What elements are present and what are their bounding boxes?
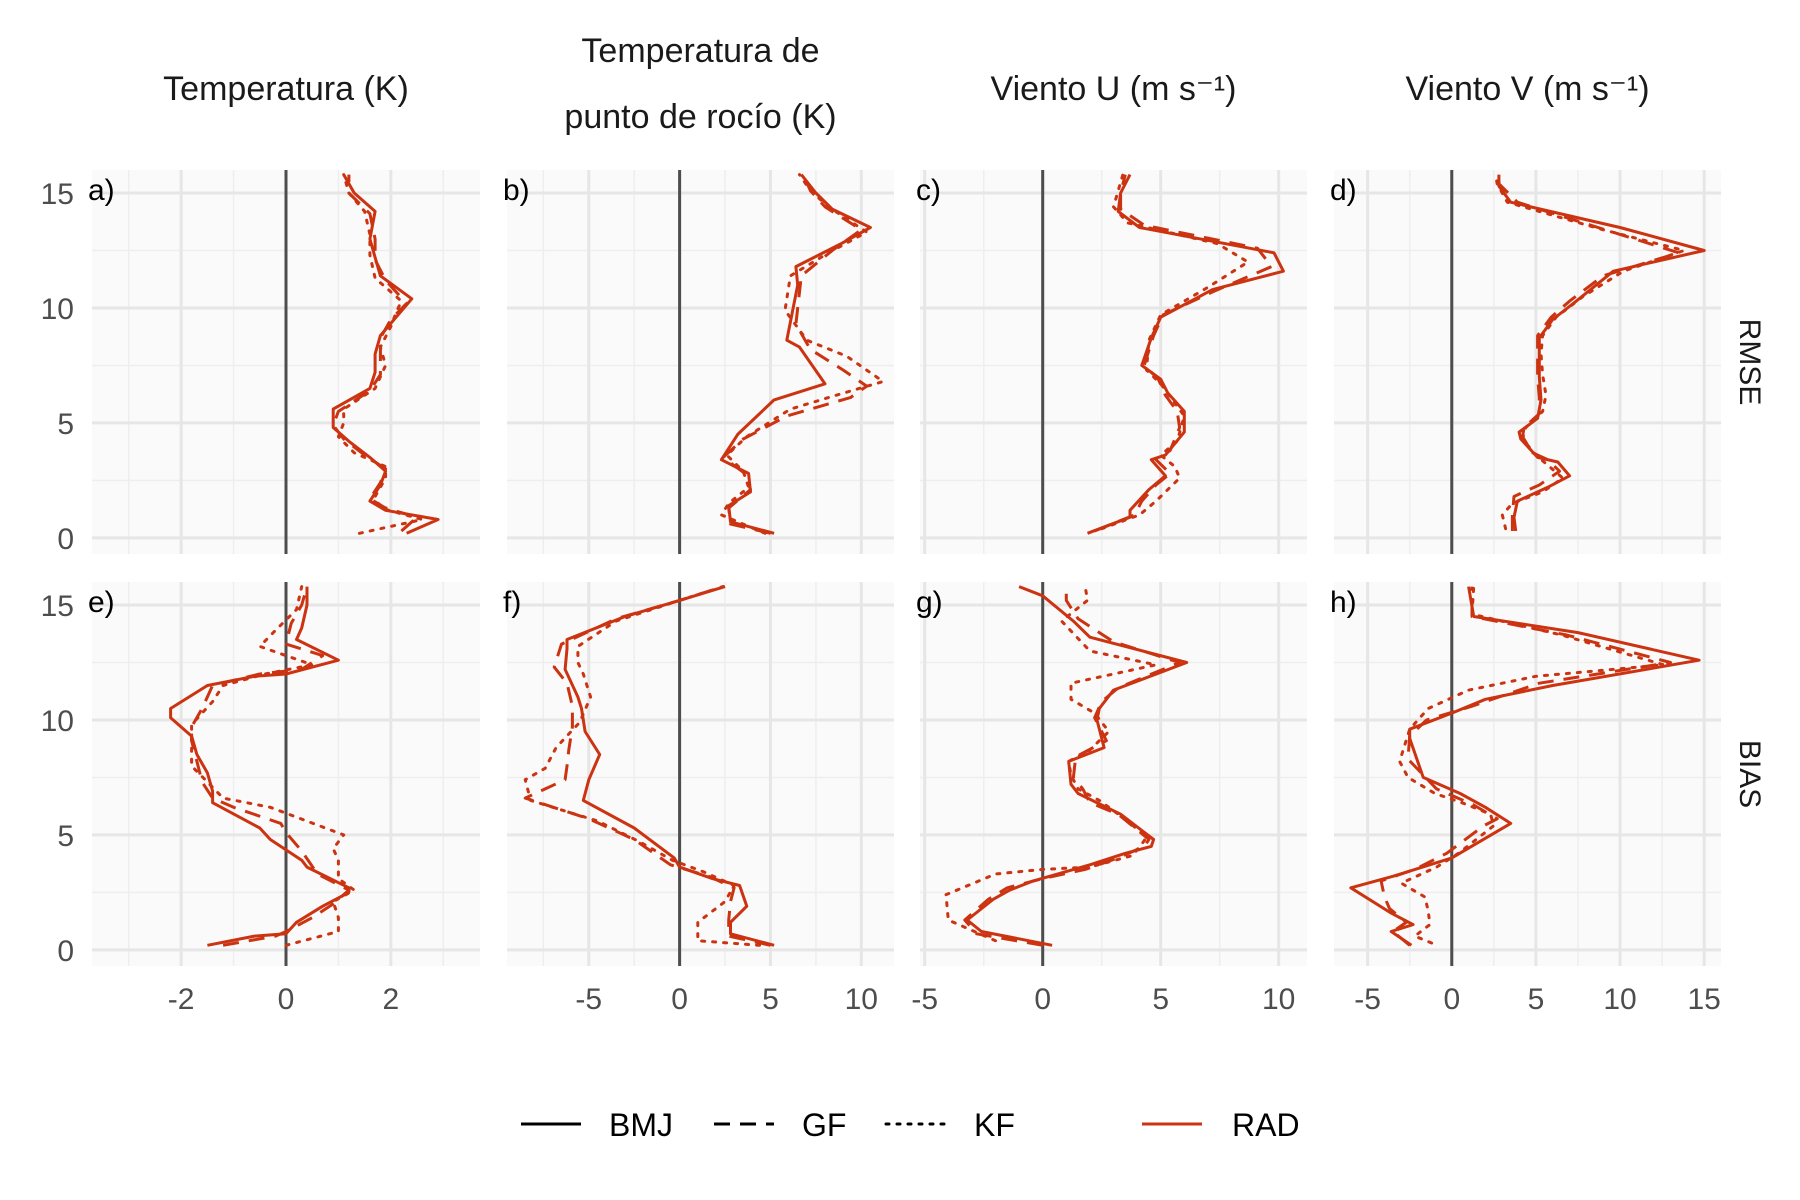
y-tick-label: 5 — [57, 408, 74, 441]
x-tick-label: 10 — [845, 983, 878, 1016]
y-tick-label: 5 — [57, 820, 74, 853]
panel-background — [1334, 582, 1721, 966]
panel-h: h) -5 0 5 10 15 — [1330, 582, 1721, 1016]
x-tick-label: 0 — [671, 983, 688, 1016]
panel-label: c) — [916, 174, 941, 207]
x-tick-label: 15 — [1687, 983, 1720, 1016]
legend: BMJ GF KF RAD — [521, 1107, 1300, 1143]
series-line-kf — [1494, 173, 1686, 531]
series-line-gf — [963, 586, 1182, 947]
series-line-kf — [1100, 173, 1250, 531]
row-strip-labels: RMSE BIAS — [1733, 319, 1766, 809]
y-tick-label: 10 — [41, 293, 74, 326]
series-line-bmj — [563, 585, 775, 947]
x-tick-label: -5 — [1354, 983, 1381, 1016]
series-line-gf — [1497, 174, 1681, 531]
series-line-gf — [331, 174, 419, 533]
series-line-kf — [1398, 585, 1666, 945]
column-title-dew-line1: Temperatura de — [581, 32, 819, 70]
y-tick-label: 15 — [41, 590, 74, 623]
y-tick-label: 0 — [57, 935, 74, 968]
legend-label-kf: KF — [974, 1107, 1015, 1143]
panel-background — [920, 170, 1307, 554]
panel-label: f) — [503, 586, 521, 619]
column-titles: Temperatura (K) Temperatura de punto de ro… — [163, 32, 1649, 136]
series-line-gf — [190, 586, 351, 947]
series-line-kf — [719, 173, 885, 535]
x-tick-label: 2 — [383, 983, 400, 1016]
series-line-gf — [523, 585, 771, 947]
series-line-kf — [523, 585, 761, 947]
panel-background — [507, 170, 894, 554]
panel-b: b) — [503, 170, 894, 554]
x-tick-label: 0 — [1443, 983, 1460, 1016]
series-line-gf — [1094, 174, 1274, 533]
series-line-bmj — [1349, 586, 1701, 947]
panel-label: d) — [1330, 174, 1357, 207]
column-title-temp: Temperatura (K) — [163, 70, 409, 108]
y-tick-label: 10 — [41, 705, 74, 738]
x-tick-label: 5 — [1528, 983, 1545, 1016]
x-tick-label: -5 — [575, 983, 602, 1016]
panel-background — [507, 582, 894, 966]
column-title-u: Viento U (m s⁻¹) — [991, 70, 1237, 108]
y-tick-label: 0 — [57, 523, 74, 556]
series-line-kf — [190, 585, 356, 947]
x-tick-label: 10 — [1603, 983, 1636, 1016]
x-tick-label: -5 — [911, 983, 938, 1016]
panel-label: g) — [916, 586, 943, 619]
panel-c: c) — [916, 170, 1307, 554]
panel-label: b) — [503, 174, 530, 207]
panel-background — [1334, 170, 1721, 554]
x-tick-label: 10 — [1262, 983, 1295, 1016]
legend-label-bmj: BMJ — [609, 1107, 673, 1143]
panel-background — [920, 582, 1307, 966]
x-tick-label: 5 — [762, 983, 779, 1016]
series-line-gf — [1379, 586, 1672, 947]
x-tick-label: -2 — [168, 983, 195, 1016]
panel-e: e) 0 5 10 15 -2 0 2 — [41, 582, 480, 1016]
panel-label: a) — [88, 174, 115, 207]
x-tick-label: 5 — [1152, 983, 1169, 1016]
x-tick-label: 0 — [1034, 983, 1051, 1016]
panel-f: f) -5 0 5 10 — [503, 582, 894, 1016]
panel-a: a) 0 5 10 15 — [41, 170, 480, 556]
y-tick-label: 15 — [41, 178, 74, 211]
series-line-kf — [944, 585, 1158, 943]
row-label-bias: BIAS — [1733, 740, 1766, 808]
panels: a) 0 5 10 15 b) c) d) e) 0 5 10 15 -2 0 2 f) -5 0 5 10 g) -5 0 5… — [41, 170, 1721, 1016]
legend-label-gf: GF — [802, 1107, 846, 1143]
panel-label: h) — [1330, 586, 1357, 619]
x-tick-label: 0 — [278, 983, 295, 1016]
series-line-kf — [336, 173, 424, 535]
panel-label: e) — [88, 586, 115, 619]
panel-d: d) — [1330, 170, 1721, 554]
column-title-dew-line2: punto de rocío (K) — [564, 98, 836, 136]
row-label-rmse: RMSE — [1733, 319, 1766, 406]
legend-label-rad: RAD — [1232, 1107, 1300, 1143]
panel-g: g) -5 0 5 10 — [911, 582, 1307, 1016]
series-line-bmj — [169, 586, 351, 947]
column-title-v: Viento V (m s⁻¹) — [1405, 70, 1649, 108]
